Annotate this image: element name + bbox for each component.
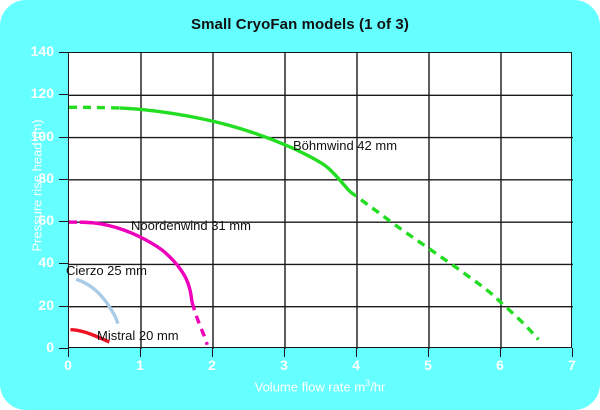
series-label-bohmwind: Böhmwind 42 mm xyxy=(293,138,398,153)
y-tick-mark xyxy=(59,52,68,53)
x-tick-label: 0 xyxy=(64,357,72,373)
y-tick-label: 100 xyxy=(30,127,54,144)
chart-title: Small CryoFan models (1 of 3) xyxy=(191,16,409,33)
plot-area xyxy=(68,52,573,349)
x-tick-mark xyxy=(68,348,69,357)
y-tick-label: 60 xyxy=(38,212,54,229)
curve-bhmwind-dashed-head xyxy=(69,105,120,110)
x-tick-mark xyxy=(356,348,357,357)
x-tick-label: 6 xyxy=(496,357,504,373)
x-tick-label: 1 xyxy=(136,357,144,373)
x-tick-label: 5 xyxy=(424,357,432,373)
x-tick-label: 2 xyxy=(208,357,216,373)
y-tick-mark xyxy=(59,221,68,223)
x-tick-label: 4 xyxy=(352,357,360,373)
y-tick-label: 80 xyxy=(38,169,54,186)
curve-noordenwind-solid xyxy=(79,220,194,303)
y-tick-mark xyxy=(59,178,68,180)
y-tick-mark xyxy=(59,348,68,349)
x-tick-mark xyxy=(572,348,573,357)
grid-lines xyxy=(69,53,573,349)
x-tick-mark xyxy=(284,348,285,357)
curve-cierzo-solid xyxy=(75,277,120,325)
y-tick-mark xyxy=(59,263,68,265)
x-tick-mark xyxy=(428,348,429,357)
series-label-mistral: Mistral 20 mm xyxy=(97,328,179,343)
curve-bhmwind-solid xyxy=(119,106,352,193)
y-tick-label: 140 xyxy=(30,43,54,59)
curve-mistral-solid xyxy=(70,327,110,344)
curve-bhmwind-dashed-tail xyxy=(348,190,540,341)
y-tick-label: 20 xyxy=(38,296,54,313)
x-tick-mark xyxy=(500,348,501,357)
x-tick-mark xyxy=(140,348,141,357)
series-label-noordenwind: Noordenwind 31 mm xyxy=(131,218,251,233)
curve-noordenwind-dashed-tail xyxy=(190,301,209,346)
y-tick-label: 0 xyxy=(46,339,54,355)
series-label-cierzo: Cierzo 25 mm xyxy=(66,263,147,278)
x-tick-mark xyxy=(212,348,213,357)
y-tick-mark xyxy=(59,94,68,96)
x-tick-label: 7 xyxy=(568,357,576,373)
y-tick-mark xyxy=(59,136,68,138)
y-tick-label: 120 xyxy=(30,85,54,102)
x-axis-title: Volume flow rate m3/hr xyxy=(254,378,386,395)
y-tick-label: 40 xyxy=(38,254,54,271)
series-curves xyxy=(69,105,540,346)
x-tick-label: 3 xyxy=(280,357,288,373)
y-tick-mark xyxy=(59,305,68,307)
